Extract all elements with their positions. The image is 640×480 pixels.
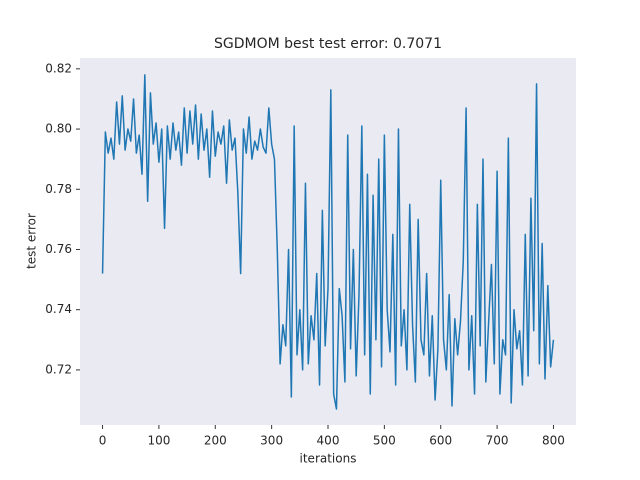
x-tick-label: 800 [542, 434, 565, 448]
y-tick-label: 0.80 [45, 122, 72, 136]
x-tick-label: 600 [429, 434, 452, 448]
x-tick-label: 400 [317, 434, 340, 448]
y-tick-label: 0.76 [45, 242, 72, 256]
x-tick-label: 700 [486, 434, 509, 448]
y-axis-label: test error [25, 213, 39, 269]
y-tick-label: 0.78 [45, 182, 72, 196]
x-tick-label: 500 [373, 434, 396, 448]
y-tick-label: 0.74 [45, 302, 72, 316]
x-tick-label: 100 [147, 434, 170, 448]
x-axis-label: iterations [300, 452, 357, 466]
data-line [101, 74, 555, 410]
chart-title: SGDMOM best test error: 0.7071 [214, 36, 442, 52]
x-tick-label: 300 [260, 434, 283, 448]
y-tick-label: 0.72 [45, 362, 72, 376]
x-tick-label: 200 [204, 434, 227, 448]
x-tick-label: 0 [99, 434, 107, 448]
y-tick-label: 0.82 [45, 61, 72, 75]
